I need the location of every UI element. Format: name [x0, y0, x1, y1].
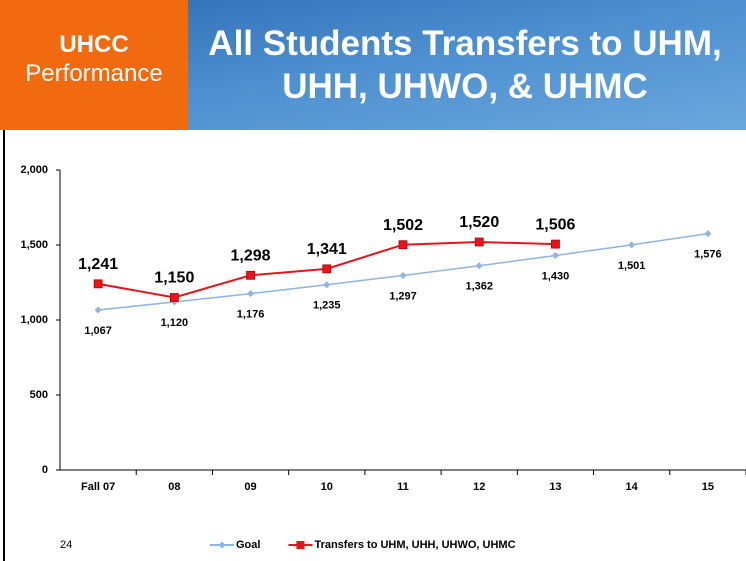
transfer-value-label: 1,520: [459, 214, 499, 231]
y-tick-label: 1,500: [20, 239, 48, 251]
org-box: [0, 0, 188, 130]
goal-value-label: 1,362: [465, 281, 493, 293]
goal-value-label: 1,501: [618, 260, 646, 272]
transfer-marker: [322, 264, 332, 274]
org-name: UHCC: [59, 31, 129, 58]
goal-value-label: 1,430: [542, 270, 570, 282]
org-block: UHCC Performance: [0, 30, 188, 88]
x-tick-label: 14: [626, 481, 639, 493]
transfer-marker: [169, 293, 179, 302]
goal-value-label: 1,297: [389, 290, 417, 302]
goal-marker: [323, 281, 331, 289]
goal-marker: [94, 306, 102, 314]
y-tick-label: 1,000: [20, 314, 48, 326]
goal-value-label: 1,235: [313, 300, 341, 312]
legend-marker: [296, 541, 305, 549]
goal-marker: [704, 230, 712, 238]
goal-marker: [475, 262, 483, 270]
transfer-marker: [474, 237, 484, 247]
chart-title: All Students Transfers to UHM, UHH, UHWO…: [208, 24, 722, 106]
transfer-value-label: 1,506: [535, 216, 575, 233]
y-tick-label: 0: [42, 464, 48, 476]
goal-marker: [247, 290, 255, 298]
goal-value-label: 1,176: [237, 309, 265, 321]
transfer-value-label: 1,241: [78, 256, 118, 273]
transfer-value-label: 1,150: [154, 270, 194, 287]
y-tick-label: 2,000: [20, 164, 48, 176]
x-tick-label: 11: [397, 481, 409, 493]
legend-label: Transfers to UHM, UHH, UHWO, UHMC: [314, 539, 515, 551]
transfer-value-label: 1,502: [383, 217, 423, 234]
page-number: 24: [60, 539, 72, 551]
goal-marker: [399, 271, 407, 279]
transfer-marker: [551, 239, 560, 249]
transfer-marker: [93, 279, 103, 289]
transfer-value-label: 1,341: [307, 241, 347, 258]
legend-label: Goal: [236, 539, 260, 551]
x-tick-label: 15: [702, 481, 714, 493]
transfer-marker: [398, 240, 408, 250]
transfer-marker: [246, 270, 255, 280]
y-tick-label: 500: [30, 389, 48, 401]
goal-marker: [551, 252, 559, 259]
goal-value-label: 1,067: [84, 325, 112, 337]
x-tick-label: 12: [473, 481, 485, 493]
goal-value-label: 1,120: [161, 317, 189, 329]
x-tick-label: 10: [321, 481, 333, 493]
transfer-value-label: 1,298: [231, 248, 271, 265]
x-tick-label: Fall 07: [81, 481, 115, 493]
x-tick-label: 09: [244, 481, 256, 493]
legend-marker: [218, 541, 226, 549]
x-tick-label: 08: [168, 481, 180, 493]
goal-value-label: 1,576: [694, 249, 722, 261]
section-name: Performance: [25, 60, 163, 87]
goal-marker: [628, 241, 636, 249]
x-tick-label: 13: [549, 481, 561, 493]
